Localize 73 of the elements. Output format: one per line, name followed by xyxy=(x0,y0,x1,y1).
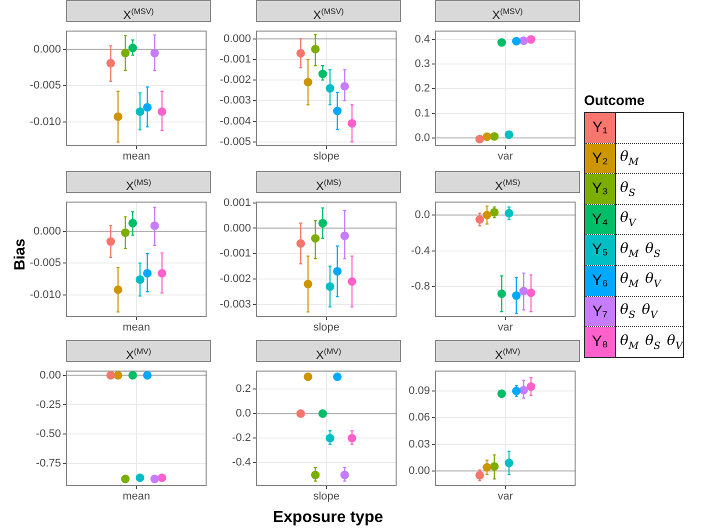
chart-title: X$^{(MV)}$ xyxy=(256,340,401,362)
legend-title: Outcome xyxy=(584,92,646,108)
y-tick-label: 0.2 xyxy=(414,82,430,95)
y-tick-label: -0.75 xyxy=(36,458,61,470)
y-tick-label: 0.001 xyxy=(223,196,251,209)
y-axis-title: Bias xyxy=(12,238,28,272)
y-tick-label: 0.0 xyxy=(236,408,251,420)
y-tick-label: -0.002 xyxy=(220,272,251,285)
y-tick-label: -0.4 xyxy=(411,244,430,257)
y-tick-label: -0.003 xyxy=(220,94,251,107)
x-tick-label: var xyxy=(498,490,514,503)
y-tick-label: -0.001 xyxy=(220,248,251,260)
y-tick-label: 0.09 xyxy=(408,385,430,398)
x-tick-label: var xyxy=(498,322,514,334)
text: θ$_{M}$ θ$_{V}$ xyxy=(616,265,684,296)
y-tick-label: 0.0 xyxy=(414,132,430,144)
y-tick-label: 0.2 xyxy=(236,383,251,396)
text: Y₆ xyxy=(592,272,608,289)
chart-title: X$^{(MS)}$ xyxy=(256,171,401,193)
y-tick-label: 0.1 xyxy=(414,107,430,120)
y-tick-label: -0.005 xyxy=(30,80,61,92)
text: Y₇ xyxy=(592,302,608,320)
y-tick-label: 0.03 xyxy=(408,438,430,450)
x-tick-label: mean xyxy=(122,490,150,503)
text: θ$_{S}$ θ$_{V}$ xyxy=(616,296,684,327)
chart-title: X$^{(MS)}$ xyxy=(66,171,211,193)
y-tick-label: -0.2 xyxy=(232,432,251,444)
x-tick-label: mean xyxy=(122,322,150,334)
text: Y₄ xyxy=(592,210,608,228)
text: Y₈ xyxy=(592,333,608,350)
text: θ$_{M}$ xyxy=(616,143,684,174)
y-tick-label: -0.004 xyxy=(220,115,251,128)
x-tick-label: slope xyxy=(313,490,340,503)
x-tick-label: mean xyxy=(122,150,150,163)
text: Y₂ xyxy=(592,150,608,167)
chart-title: X$^{(MSV)}$ xyxy=(435,0,580,22)
y-tick-label: -0.003 xyxy=(220,298,251,310)
x-tick-label: slope xyxy=(313,150,340,163)
y-tick-label: -0.002 xyxy=(220,74,251,86)
text: Y₅ xyxy=(592,241,608,258)
x-tick-label: var xyxy=(498,150,514,163)
y-tick-label: -0.005 xyxy=(220,136,251,148)
text: Y₃ xyxy=(592,180,608,198)
y-tick-label: 0.06 xyxy=(408,412,430,424)
chart-title: X$^{(MV)}$ xyxy=(66,340,211,362)
x-axis-title: Exposure type xyxy=(272,509,384,527)
y-tick-label: 0.00 xyxy=(40,369,61,382)
y-tick-label: 0.3 xyxy=(414,58,430,70)
chart-title: X$^{(MSV)}$ xyxy=(256,0,401,22)
y-tick-label: 0.4 xyxy=(414,33,430,46)
y-tick-label: -0.50 xyxy=(36,428,61,440)
text: θ$_{M}$ θ$_{S}$ xyxy=(616,234,684,266)
chart-title: X$^{(MS)}$ xyxy=(435,171,580,193)
text: Y₁ xyxy=(592,119,608,136)
y-tick-label: 0.000 xyxy=(223,222,251,234)
y-tick-label: 0.0 xyxy=(414,209,430,222)
text: θ$_{S}$ xyxy=(616,174,684,204)
y-tick-label: 0.000 xyxy=(33,225,61,238)
y-tick-label: 0.000 xyxy=(33,43,61,56)
y-tick-label: -0.8 xyxy=(411,280,430,293)
text: θ$_{V}$ xyxy=(616,204,684,235)
x-tick-label: slope xyxy=(313,322,340,334)
chart-title: X$^{(MV)}$ xyxy=(435,340,580,362)
y-tick-label: -0.25 xyxy=(36,398,61,411)
chart-title: X$^{(MSV)}$ xyxy=(66,0,211,22)
y-tick-label: 0.000 xyxy=(223,32,251,45)
text: θ$_{M}$ θ$_{S}$ θ$_{V}$ xyxy=(616,326,684,358)
y-tick-label: -0.010 xyxy=(30,288,61,301)
y-tick-label: -0.001 xyxy=(220,53,251,66)
y-tick-label: -0.010 xyxy=(30,116,61,128)
y-tick-label: -0.005 xyxy=(30,257,61,270)
y-tick-label: 0.00 xyxy=(408,464,430,477)
y-tick-label: -0.4 xyxy=(232,456,251,469)
